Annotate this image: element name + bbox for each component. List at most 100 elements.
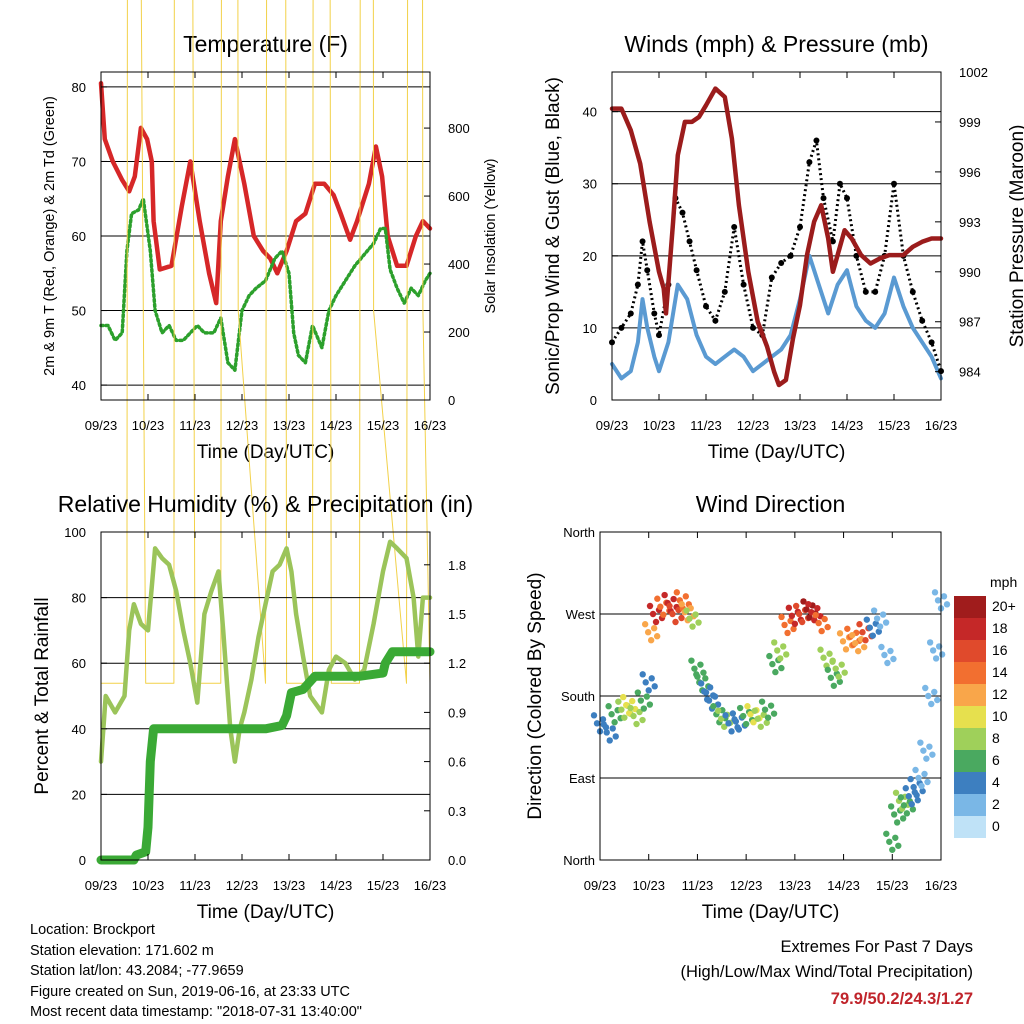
scatter-point <box>856 621 863 628</box>
scatter-point <box>860 643 868 651</box>
scatter-point <box>842 646 850 653</box>
panel1-xtick-label: 09/23 <box>85 418 118 433</box>
colorbar-swatch <box>954 618 986 640</box>
panel3-ytick-label: 0 <box>79 853 86 868</box>
panel2-ytick-right-label: 996 <box>959 165 981 180</box>
figure-created: Figure created on Sun, 2019-06-16, at 23… <box>30 983 350 1000</box>
scatter-point <box>913 791 920 799</box>
panel4-xtick-label: 14/23 <box>827 878 860 893</box>
scatter-point <box>763 719 770 726</box>
scatter-point <box>644 629 652 636</box>
panel1-ytick-label: 60 <box>72 229 86 244</box>
panel1-xtick-label: 11/23 <box>179 418 211 433</box>
scatter-point <box>771 639 778 646</box>
scatter-point <box>887 647 894 655</box>
panel2-title: Winds (mph) & Pressure (mb) <box>624 31 928 57</box>
scatter-point <box>806 614 813 621</box>
scatter-point <box>781 621 788 629</box>
panel4-xlabel: Time (Day/UTC) <box>702 902 840 923</box>
recent-timestamp: Most recent data timestamp: "2018-07-31 … <box>30 1004 362 1020</box>
scatter-point <box>883 830 890 837</box>
scatter-point <box>652 618 660 626</box>
colorbar-swatch <box>954 596 986 618</box>
panel1-series-1 <box>98 80 433 306</box>
scatter-point <box>835 673 842 680</box>
panel4-xtick-label: 12/23 <box>730 878 763 893</box>
station-elevation: Station elevation: 171.602 m <box>30 942 214 959</box>
panel2-frame <box>611 71 942 401</box>
scatter-point <box>785 604 793 612</box>
scatter-point <box>660 611 667 618</box>
scatter-point <box>618 706 625 713</box>
panel2-ytick-label: 40 <box>583 105 597 120</box>
scatter-point <box>851 639 859 647</box>
colorbar-unit: mph <box>990 574 1017 590</box>
scatter-point <box>639 671 646 678</box>
panel2-xtick-label: 11/23 <box>690 418 722 433</box>
scatter-point <box>791 620 799 628</box>
panel2-ytick-right-label: 987 <box>959 315 981 330</box>
scatter-point <box>649 610 657 618</box>
station-latlon: Station lat/lon: 43.2084; -77.9659 <box>30 963 244 979</box>
scatter-point <box>923 755 930 762</box>
scatter-point <box>820 654 827 661</box>
scatter-point <box>934 696 941 704</box>
scatter-point <box>736 704 744 712</box>
panel1-title: Temperature (F) <box>183 31 348 57</box>
scatter-point <box>890 655 897 663</box>
colorbar-label: 6 <box>992 752 1000 768</box>
scatter-point <box>921 770 928 778</box>
panel2-ytick-right-label: 984 <box>959 365 981 380</box>
scatter-point <box>611 719 618 726</box>
scatter-point <box>882 619 890 626</box>
panel1-ytick-right-label: 0 <box>448 393 455 408</box>
scatter-point <box>646 602 654 610</box>
scatter-point <box>651 683 658 690</box>
scatter-point <box>926 639 934 646</box>
panel4-title: Wind Direction <box>696 491 846 517</box>
colorbar-swatch <box>954 684 986 706</box>
scatter-point <box>926 743 933 750</box>
scatter-point <box>892 789 900 796</box>
panel3-series-2 <box>96 647 435 865</box>
scatter-point <box>876 623 884 630</box>
panel1-xtick-label: 12/23 <box>226 418 259 433</box>
scatter-point <box>682 593 690 600</box>
scatter-point <box>772 668 779 676</box>
scatter-point <box>593 720 601 727</box>
panel2-xtick-label: 14/23 <box>831 418 864 433</box>
panel2-ylabel: Sonic/Prop Wind & Gust (Blue, Black) <box>543 77 564 395</box>
scatter-point <box>854 647 862 655</box>
scatter-point <box>879 611 887 618</box>
panel4-xtick-label: 15/23 <box>876 878 909 893</box>
panel2-ytick-right-label: 993 <box>959 215 981 230</box>
scatter-point <box>848 631 856 639</box>
scatter-point <box>612 733 619 740</box>
scatter-point <box>795 610 803 618</box>
panel4-xtick-label: 11/23 <box>682 878 714 893</box>
scatter-point <box>940 593 948 600</box>
panel3-ytick-right-label: 0.0 <box>448 853 466 868</box>
panel2-series-1 <box>610 253 943 381</box>
scatter-point <box>895 842 902 849</box>
scatter-point <box>832 665 839 672</box>
panel3-ytick-right-label: 1.2 <box>448 656 466 671</box>
scatter-point <box>918 782 925 790</box>
scatter-point <box>747 711 754 718</box>
panel3-ytick-right-label: 0.9 <box>448 705 466 720</box>
scatter-point <box>697 680 705 687</box>
scatter-point <box>678 600 685 608</box>
panel1-ytick-right-label: 400 <box>448 257 470 272</box>
scatter-point <box>661 591 668 599</box>
scatter-point <box>605 703 612 710</box>
scatter-point <box>599 716 607 723</box>
scatter-point <box>899 815 907 822</box>
colorbar-swatch <box>954 772 986 794</box>
scatter-point <box>863 616 870 623</box>
scatter-point <box>627 704 634 712</box>
panel3-ytick-label: 100 <box>64 525 86 540</box>
panel3-ytick-right-label: 0.3 <box>448 804 466 819</box>
colorbar-label: 2 <box>992 796 1000 812</box>
scatter-point <box>673 589 681 596</box>
scatter-point <box>873 615 881 622</box>
